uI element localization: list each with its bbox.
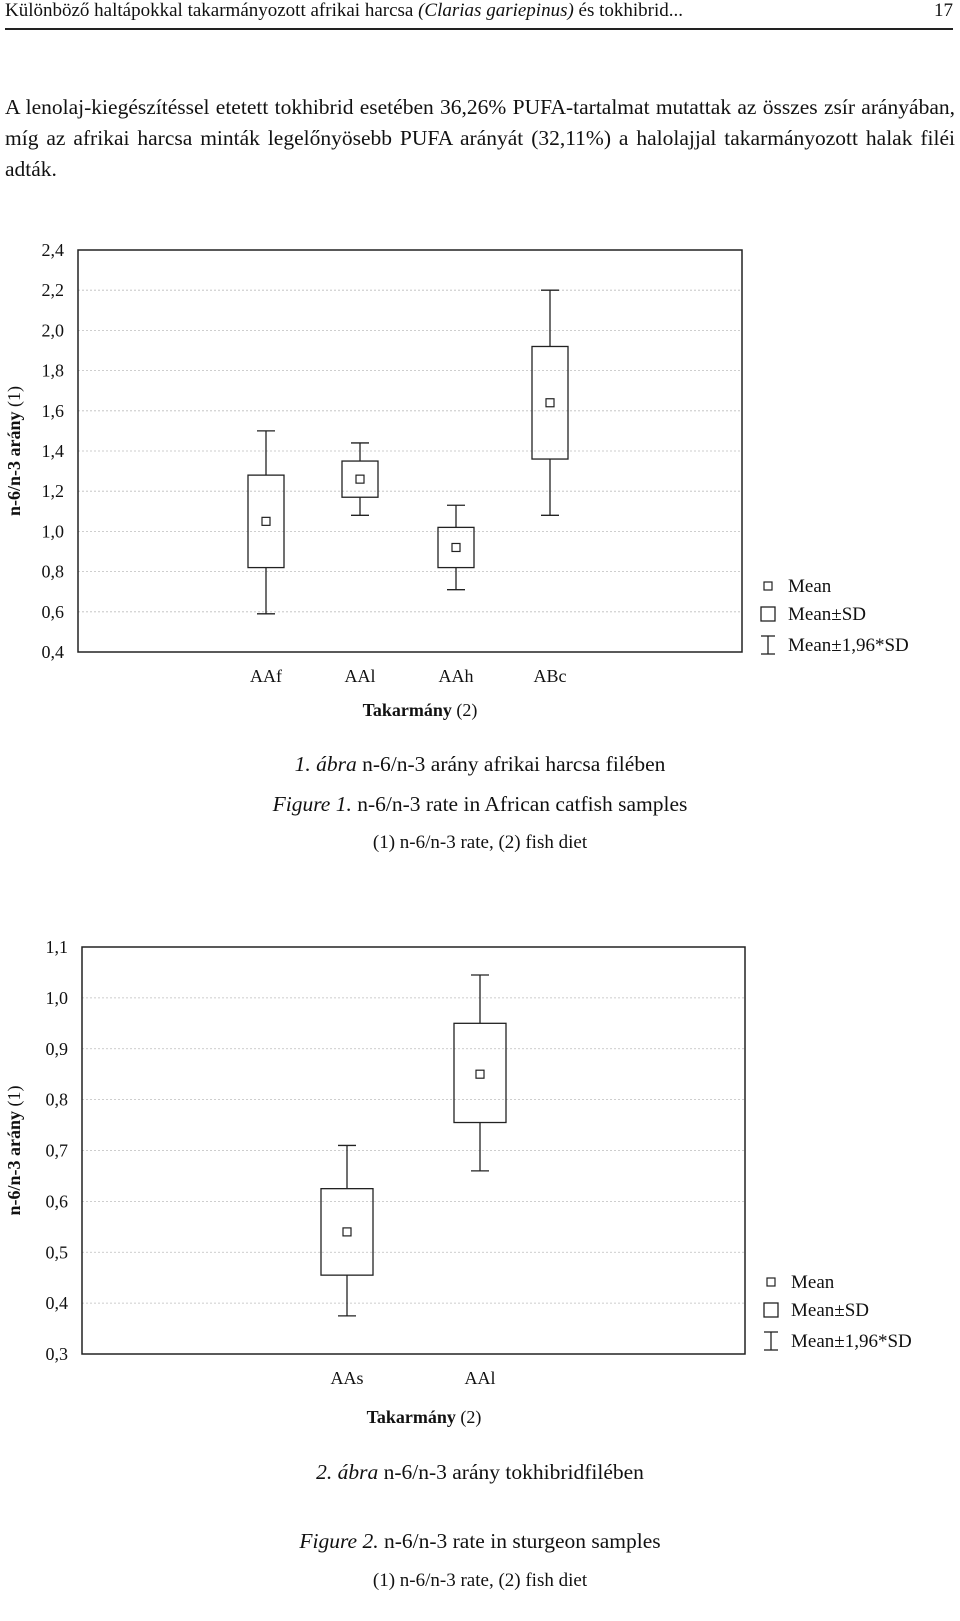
x-axis-label: Takarmány (2) — [363, 700, 478, 721]
y-tick-label: 0,9 — [46, 1039, 69, 1059]
box-abc — [531, 289, 569, 516]
box-aal — [453, 974, 507, 1172]
legend-mean-icon — [766, 1277, 776, 1287]
figure-2-caption-text: n-6/n-3 arány tokhibridfilében — [378, 1460, 644, 1484]
y-tick-label: 0,4 — [46, 1293, 69, 1313]
y-tick-label: 0,4 — [42, 642, 65, 662]
mean-marker — [355, 474, 365, 484]
y-tick-label: 2,4 — [42, 240, 65, 260]
y-tick-label: 0,6 — [42, 602, 65, 622]
box-aaf — [247, 430, 285, 615]
plot-frame — [81, 946, 746, 1355]
legend-sd-label: Mean±SD — [791, 1300, 869, 1321]
running-header: Különböző haltápokkal takarmányozott afr… — [5, 0, 953, 30]
figure-1-label: 1. ábra — [294, 752, 357, 776]
y-tick-label: 1,0 — [46, 988, 69, 1008]
x-axis-label-index: (2) — [452, 700, 478, 721]
figure-2-label: 2. ábra — [316, 1460, 379, 1484]
y-tick-label: 1,6 — [42, 401, 65, 421]
figure-1-caption-hu: 1. ábra n-6/n-3 arány afrikai harcsa fil… — [0, 752, 960, 777]
running-title-post: és tokhibrid... — [573, 0, 684, 21]
running-title-species: (Clarias gariepinus) — [418, 0, 574, 21]
y-tick-label: 1,4 — [42, 441, 65, 461]
legend: Mean Mean±SD Mean±1,96*SD — [763, 1272, 912, 1352]
legend-sd-icon — [763, 1302, 779, 1318]
y-axis-label-index: (1) — [4, 386, 25, 412]
mean-marker — [342, 1227, 352, 1237]
legend-mean-label: Mean — [788, 576, 832, 597]
y-tick-label: 0,5 — [46, 1242, 69, 1262]
mean-marker — [475, 1069, 485, 1079]
y-tick-label: 1,2 — [42, 481, 65, 501]
figure-2-label-en: Figure 2. — [299, 1529, 379, 1553]
x-axis-label-main: Takarmány — [367, 1407, 456, 1427]
figure-1-caption-en-text: n-6/n-3 rate in African catfish samples — [351, 792, 688, 816]
y-tick-label: 0,7 — [46, 1141, 69, 1161]
figure-1-caption-en: Figure 1. n-6/n-3 rate in African catfis… — [0, 792, 960, 817]
y-tick-label: 0,8 — [42, 562, 65, 582]
y-tick-label: 0,6 — [46, 1191, 69, 1211]
figure-1-caption-text: n-6/n-3 arány afrikai harcsa filében — [356, 752, 666, 776]
y-axis-label: n-6/n-3 arány (1) — [4, 386, 25, 516]
sd-box — [320, 1188, 374, 1276]
y-axis-label-main: n-6/n-3 arány — [4, 1111, 24, 1216]
y-tick-label: 1,1 — [46, 937, 69, 957]
x-axis-label-main: Takarmány — [363, 700, 452, 720]
running-title: Különböző haltápokkal takarmányozott afr… — [5, 0, 683, 22]
x-tick-label: AAl — [345, 666, 376, 686]
legend-ci-label: Mean±1,96*SD — [791, 1331, 912, 1352]
box-aal — [341, 442, 379, 516]
sd-box — [453, 1022, 507, 1124]
plot-frame — [77, 249, 743, 653]
figure-1-label-en: Figure 1. — [272, 792, 352, 816]
box-aah — [437, 504, 475, 591]
x-axis-label: Takarmány (2) — [367, 1407, 482, 1428]
body-paragraph: A lenolaj-kiegészítéssel etetett tokhibr… — [5, 95, 955, 181]
sd-box — [247, 474, 285, 569]
x-tick-label: AAh — [439, 666, 474, 686]
legend: Mean Mean±SD Mean±1,96*SD — [760, 576, 909, 656]
figure-1-caption-note: (1) n-6/n-3 rate, (2) fish diet — [372, 832, 588, 853]
x-tick-label: AAl — [465, 1368, 496, 1388]
x-tick-label: ABc — [534, 666, 567, 686]
y-tick-label: 2,0 — [42, 320, 65, 340]
y-tick-label: 1,0 — [42, 521, 65, 541]
y-axis-label-main: n-6/n-3 arány — [4, 411, 24, 516]
page-number: 17 — [934, 0, 953, 21]
legend-sd-label: Mean±SD — [788, 604, 866, 625]
sd-box — [437, 526, 475, 569]
figure-2-caption-en: Figure 2. n-6/n-3 rate in sturgeon sampl… — [0, 1529, 960, 1554]
figure-2-caption-en-text: n-6/n-3 rate in sturgeon samples — [378, 1529, 661, 1553]
figure-2-chart: 1,1 1,0 0,9 0,8 0,7 0,6 0,5 0,4 0,3 n-6/n-3 arány… — [4, 937, 912, 1428]
mean-marker — [261, 516, 271, 526]
legend-sd-icon — [760, 606, 776, 622]
box-aas — [320, 1144, 374, 1317]
mean-marker — [451, 542, 461, 553]
y-tick-label: 0,3 — [46, 1344, 69, 1364]
running-title-pre: Különböző haltápokkal takarmányozott afr… — [5, 0, 419, 21]
legend-mean-label: Mean — [791, 1272, 835, 1293]
y-axis-label-index: (1) — [4, 1085, 25, 1111]
y-tick-label: 2,2 — [42, 280, 65, 300]
sd-box — [531, 345, 569, 460]
figure-1-chart: 2,4 2,2 2,0 1,8 1,6 1,4 1,2 1,0 0,8 0,6 0,4 n-6/n-3… — [4, 240, 909, 721]
x-tick-label: AAf — [250, 666, 282, 686]
y-tick-label: 0,8 — [46, 1090, 69, 1110]
y-axis-label: n-6/n-3 arány (1) — [4, 1085, 25, 1215]
figure-2-caption-note: (1) n-6/n-3 rate, (2) fish diet — [372, 1570, 588, 1591]
x-axis-label-index: (2) — [456, 1407, 482, 1428]
legend-ci-label: Mean±1,96*SD — [788, 635, 909, 656]
x-tick-label: AAs — [330, 1368, 363, 1388]
legend-mean-icon — [763, 581, 773, 591]
sd-box — [341, 460, 379, 498]
mean-marker — [545, 398, 555, 408]
figure-2-caption-hu: 2. ábra n-6/n-3 arány tokhibridfilében — [0, 1460, 960, 1485]
y-tick-label: 1,8 — [42, 361, 65, 381]
